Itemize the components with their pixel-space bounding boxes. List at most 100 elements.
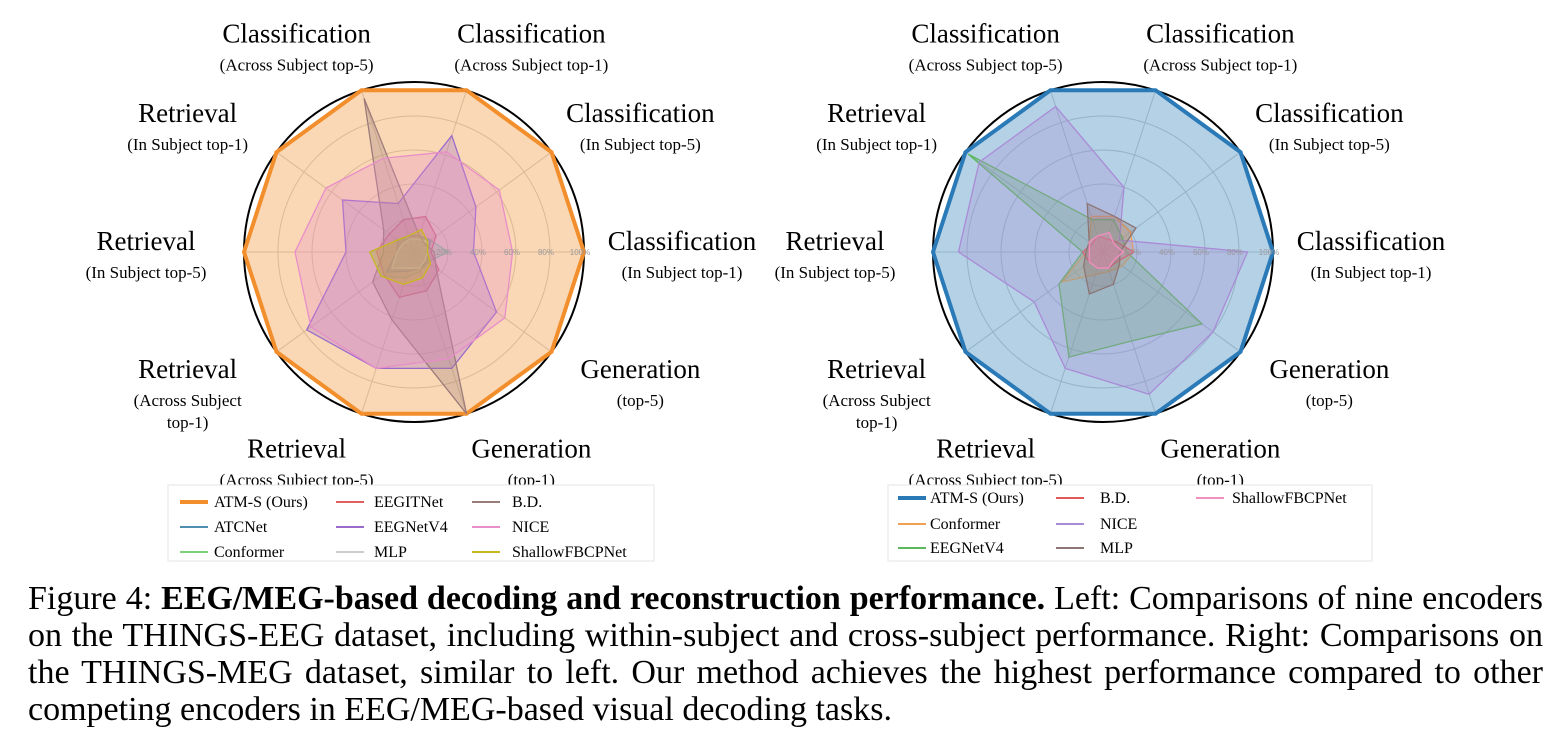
axis-label-sub: (top-5) [1306, 391, 1353, 410]
axis-label-main: Classification [911, 19, 1060, 49]
axis-label-main: Retrieval [97, 226, 196, 256]
axis-label-main: Generation [1160, 433, 1280, 463]
tick-label: 20% [436, 248, 452, 257]
axis-label-main: Retrieval [786, 226, 885, 256]
axis-label-9: Retrieval (In Subject top-1) [127, 98, 248, 154]
grid-spoke-5 [413, 251, 468, 414]
tick-label: 60% [504, 248, 520, 257]
series-polygon-nice [957, 105, 1249, 396]
grid-spoke-9 [965, 151, 1104, 253]
legend: ATM-S (Ours) Conformer EEGNetV4 B.D. NICE MLP… [887, 484, 1373, 562]
series-polygon-atm-s-ours- [930, 88, 1276, 416]
axis-label-10: Classification (Across Subject top-5) [909, 19, 1063, 75]
axis-label-main: Classification [566, 98, 715, 128]
axis-label-5: Generation(top-1) [471, 433, 591, 489]
tick-label: 100% [1259, 248, 1279, 257]
axis-label-sub: (top-5) [617, 391, 664, 410]
axis-label-main: Retrieval [247, 433, 346, 463]
axis-label-main: Generation [471, 433, 591, 463]
legend: ATM-S (Ours) ATCNet Conformer EEGITNet EEGNe… [167, 484, 655, 562]
axis-label-sub: (In Subject top-5) [580, 135, 701, 154]
series-polygon-b-d- [363, 98, 468, 415]
axis-label-main: Retrieval [827, 354, 926, 384]
grid-spoke-4 [1102, 251, 1241, 353]
series-polygon-nice [294, 151, 514, 370]
caption-text: Left: Comparisons of nine encoders on th… [28, 580, 1543, 728]
series-polygon-atm-s-ours- [241, 88, 587, 416]
legend-label: B.D. [1100, 490, 1130, 507]
axis-label-sub: (In Subject top-5) [775, 263, 896, 282]
axis-label-main: Classification [222, 19, 371, 49]
axis-label-sub: (Across Subject top-1) [1143, 56, 1297, 75]
legend-label: EEGNetV4 [374, 519, 448, 536]
series-polygon-conformer [368, 238, 450, 279]
grid-spoke-1 [1102, 90, 1157, 253]
tick-label: 20% [1125, 248, 1141, 257]
series-polygon-mlp [1083, 202, 1137, 295]
axis-label-4: Generation (top-5) [580, 354, 700, 410]
legend-label: ATCNet [214, 519, 268, 536]
axis-label-sub: (Across Subject [823, 391, 931, 410]
axis-label-sub: (Across Subject top-5) [220, 56, 374, 75]
caption-bold: EEG/MEG-based decoding and reconstructio… [161, 580, 1046, 617]
legend-label: MLP [374, 544, 407, 561]
tick-label: 40% [470, 248, 486, 257]
axis-label-3: Classification (In Subject top-1) [608, 226, 757, 282]
legend-label: ATM-S (Ours) [214, 494, 308, 511]
legend-label: ShallowFBCPNet [1232, 490, 1347, 507]
axis-label-main: Classification [457, 19, 606, 49]
axis-label-9: Retrieval (In Subject top-1) [816, 98, 937, 154]
series-polygon-shallowfbcpnet [368, 228, 432, 285]
axis-label-sub: (In Subject top-5) [86, 263, 207, 282]
axis-label-2: Classification (In Subject top-5) [1255, 98, 1404, 154]
axis-label-main: Retrieval [138, 354, 237, 384]
legend-label: ATM-S (Ours) [930, 490, 1024, 507]
axis-label-sub: (Across Subject [134, 391, 242, 410]
axis-label-main: Classification [1255, 98, 1404, 128]
grid-spoke-10 [360, 90, 415, 253]
grid-spoke-2 [413, 151, 552, 253]
axis-label-sub: (In Subject top-5) [1269, 135, 1390, 154]
legend-label: EEGNetV4 [930, 540, 1004, 557]
series-polygon-shallowfbcpnet [1088, 231, 1125, 269]
axis-label-main: Generation [1269, 354, 1389, 384]
axis-label-10: Classification (Across Subject top-5) [220, 19, 374, 75]
legend-box [167, 484, 655, 562]
radar-chart-left: 20% 40% 60% 80% 100% Classification (Across Su… [86, 19, 757, 562]
axis-label-sub: (In Subject top-1) [127, 135, 248, 154]
axis-label-8: Retrieval (In Subject top-5) [775, 226, 896, 282]
axis-label-8: Retrieval (In Subject top-5) [86, 226, 207, 282]
axis-label-main: Classification [1146, 19, 1295, 49]
axis-label-sub: (In Subject top-1) [816, 135, 937, 154]
axis-label-1: Classification (Across Subject top-1) [1143, 19, 1297, 75]
axis-label-4: Generation (top-5) [1269, 354, 1389, 410]
axis-label-sub: (Across Subject top-5) [909, 56, 1063, 75]
series-polygon-conformer [1060, 215, 1135, 284]
axis-label-main: Classification [1297, 226, 1446, 256]
legend-label: Conformer [214, 544, 285, 561]
legend-label: MLP [1100, 540, 1133, 557]
figure-caption: Figure 4: EEG/MEG-based decoding and rec… [28, 580, 1543, 728]
tick-label: 60% [1193, 248, 1209, 257]
grid-spoke-1 [413, 90, 468, 253]
axis-label-sub: (Across Subject top-1) [454, 56, 608, 75]
axis-label-main: Generation [580, 354, 700, 384]
axis-label-sub: top-1) [167, 413, 209, 432]
grid-spoke-6 [1049, 251, 1104, 414]
grid-spoke-7 [276, 251, 415, 353]
axis-label-sub: (In Subject top-1) [622, 263, 743, 282]
grid-spoke-5 [1102, 251, 1157, 414]
axis-label-main: Retrieval [827, 98, 926, 128]
grid-spoke-6 [360, 251, 415, 414]
axis-label-7: Retrieval (Across Subject top-1) [823, 354, 931, 432]
legend-label: ShallowFBCPNet [512, 544, 627, 561]
tick-label: 80% [1227, 248, 1243, 257]
figure: 20% 40% 60% 80% 100% Classification (Across Su… [86, 19, 1446, 562]
legend-label: Conformer [930, 516, 1001, 533]
axis-label-sub: (In Subject top-1) [1311, 263, 1432, 282]
grid-spoke-10 [1049, 90, 1104, 253]
tick-label: 80% [538, 248, 554, 257]
axis-label-sub: top-1) [856, 413, 898, 432]
legend-box [887, 484, 1373, 562]
radar-chart-right: 20% 40% 60% 80% 100% Classification (Across Su… [775, 19, 1446, 562]
